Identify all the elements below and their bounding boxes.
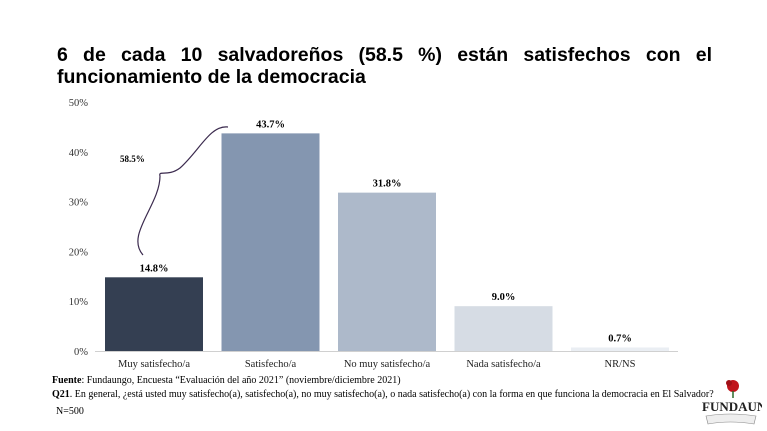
bar-1 [221,133,320,351]
question-text: . En general, ¿está usted muy satisfecho… [69,389,714,400]
bar-4 [571,347,669,351]
bar-0 [105,277,203,351]
question-note: Q21. En general, ¿está usted muy satisfe… [52,389,714,400]
fundaungo-logo: FUNDAUNGO [700,378,762,426]
x-tick-label: Satisfecho/a [245,359,297,370]
y-tick-label: 0% [74,347,88,358]
data-label: 9.0% [492,292,516,303]
chart-title: 6 de cada 10 salvadoreños (58.5 %) están… [57,44,712,88]
source-text: : Fundaungo, Encuesta “Evaluación del añ… [81,375,401,386]
data-label: 31.8% [373,179,402,190]
x-tick-label: NR/NS [605,359,636,370]
y-tick-label: 50% [69,98,89,109]
x-tick-label: Muy satisfecho/a [118,359,190,370]
data-label: 0.7% [608,334,632,345]
annotation-label: 58.5% [120,154,145,164]
bar-2 [338,192,436,351]
source-note: Fuente: Fundaungo, Encuesta “Evaluación … [52,375,401,386]
x-tick-label: No muy satisfecho/a [344,359,431,370]
data-label: 43.7% [256,119,285,130]
sample-size: N=500 [56,406,84,417]
brace-annotation [137,126,229,256]
data-label: 14.8% [140,263,169,274]
y-tick-label: 20% [69,247,89,258]
x-tick-label: Nada satisfecho/a [466,359,541,370]
bar-3 [454,306,553,351]
y-tick-label: 10% [69,297,89,308]
y-tick-label: 40% [69,148,89,159]
source-label: Fuente [52,375,82,386]
rose-icon: FUNDAUNGO [702,380,762,425]
question-label: Q21 [52,389,70,400]
y-tick-label: 30% [69,198,89,209]
svg-text:FUNDAUNGO: FUNDAUNGO [702,399,762,414]
